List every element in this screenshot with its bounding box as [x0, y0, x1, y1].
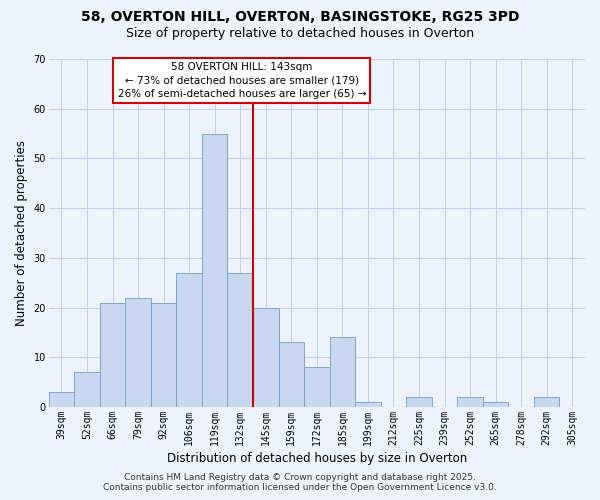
Bar [74, 372, 100, 407]
Text: 58, OVERTON HILL, OVERTON, BASINGSTOKE, RG25 3PD: 58, OVERTON HILL, OVERTON, BASINGSTOKE, … [81, 10, 519, 24]
Bar [457, 397, 483, 407]
Text: Contains HM Land Registry data © Crown copyright and database right 2025.
Contai: Contains HM Land Registry data © Crown c… [103, 473, 497, 492]
Bar [151, 302, 176, 407]
Bar [176, 273, 202, 407]
Bar [534, 397, 559, 407]
Bar [100, 302, 125, 407]
Bar [304, 368, 329, 407]
Bar [125, 298, 151, 407]
Bar [406, 397, 432, 407]
Bar [253, 308, 278, 407]
Y-axis label: Number of detached properties: Number of detached properties [15, 140, 28, 326]
Bar [329, 338, 355, 407]
Bar [278, 342, 304, 407]
Bar [355, 402, 380, 407]
Bar [49, 392, 74, 407]
Text: Size of property relative to detached houses in Overton: Size of property relative to detached ho… [126, 28, 474, 40]
Bar [227, 273, 253, 407]
Text: 58 OVERTON HILL: 143sqm
← 73% of detached houses are smaller (179)
26% of semi-d: 58 OVERTON HILL: 143sqm ← 73% of detache… [118, 62, 366, 99]
X-axis label: Distribution of detached houses by size in Overton: Distribution of detached houses by size … [167, 452, 467, 465]
Bar [483, 402, 508, 407]
Bar [202, 134, 227, 407]
